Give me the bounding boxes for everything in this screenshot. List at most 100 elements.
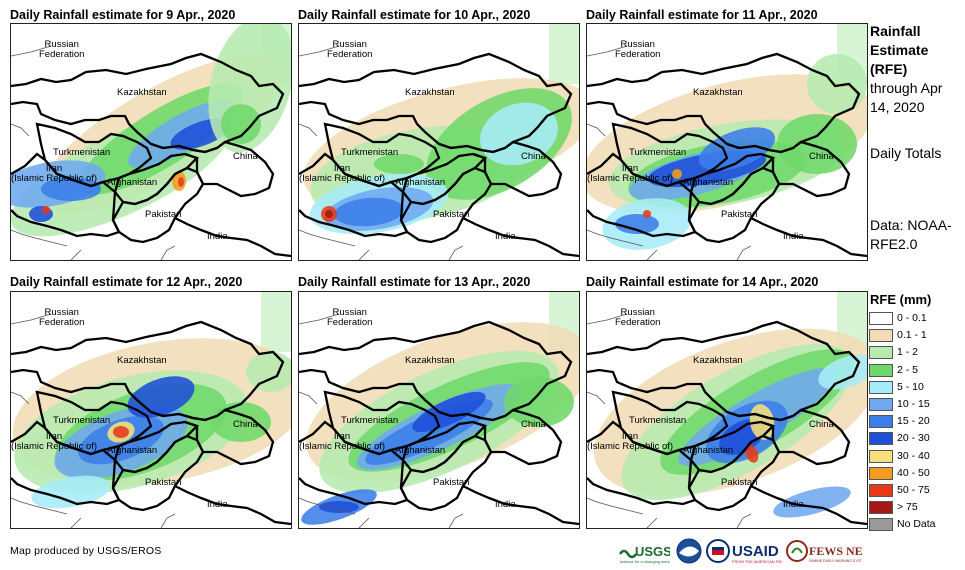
legend-label: 2 - 5: [897, 363, 919, 376]
svg-text:USAID: USAID: [732, 543, 779, 560]
country-label-afghanistan: Afghanistan: [395, 445, 446, 456]
country-label-afghanistan: Afghanistan: [107, 177, 158, 188]
rfe-title: Rainfall Estimate (RFE): [870, 23, 929, 77]
legend-heading: Rainfall Estimate (RFE) through Apr 14, …: [870, 22, 965, 117]
country-label-china: China: [809, 419, 834, 430]
country-label-china: China: [521, 151, 546, 162]
country-label-turkmenistan: Turkmenistan: [341, 415, 399, 426]
legend-swatch: [869, 501, 893, 515]
map-canvas: [587, 292, 867, 528]
legend-label: 50 - 75: [897, 484, 930, 496]
rain-field: [178, 177, 184, 187]
usaid-logo: USAID FROM THE AMERICAN PEOPLE: [732, 538, 792, 564]
legend-label: 20 - 30: [897, 432, 930, 445]
country-label-afghanistan: Afghanistan: [395, 177, 446, 188]
panel-title-1: Daily Rainfall estimate for 9 Apr., 2020: [10, 8, 236, 22]
through-date: through Apr 14, 2020: [870, 80, 943, 115]
map-canvas: [299, 292, 579, 528]
legend-item: 50 - 75: [869, 483, 965, 498]
legend-label: 10 - 15: [897, 398, 930, 410]
country-label-russia: Russian Federation: [39, 39, 85, 60]
usaid-seal: [706, 538, 730, 564]
fewsnet-logo: FEWS NET FAMINE EARLY WARNING SYSTEMS NE…: [786, 538, 889, 564]
rain-field: [319, 501, 359, 513]
legend-swatch: [869, 329, 893, 343]
legend-item: 10 - 15: [869, 397, 965, 412]
country-label-russia: Russian Federation: [615, 39, 661, 60]
country-label-russia: Russian Federation: [615, 307, 661, 328]
legend-label: 0 - 0.1: [897, 312, 927, 324]
country-label-turkmenistan: Turkmenistan: [629, 147, 687, 158]
rain-field: [818, 354, 867, 390]
svg-text:FROM THE AMERICAN PEOPLE: FROM THE AMERICAN PEOPLE: [732, 559, 782, 564]
country-label-turkmenistan: Turkmenistan: [53, 147, 111, 158]
country-label-turkmenistan: Turkmenistan: [629, 415, 687, 426]
country-label-russia: Russian Federation: [327, 39, 373, 60]
rainfall-map-1: Russian Federation Kazakhstan Turkmenistan…: [10, 23, 292, 261]
country-label-pakistan: Pakistan: [721, 477, 758, 488]
country-label-kazakhstan: Kazakhstan: [405, 87, 455, 98]
country-label-india: India: [495, 231, 516, 242]
country-label-iran: Iran (Islamic Republic of): [587, 431, 674, 452]
country-label-afghanistan: Afghanistan: [683, 177, 734, 188]
country-label-pakistan: Pakistan: [145, 477, 182, 488]
legend-item: 0 - 0.1: [869, 311, 965, 326]
country-label-kazakhstan: Kazakhstan: [693, 355, 743, 366]
svg-text:FEWS NET: FEWS NET: [809, 544, 862, 558]
rain-field: [698, 127, 776, 171]
rain-field: [41, 177, 101, 201]
map-canvas: [299, 24, 579, 260]
legend-swatch: [869, 449, 893, 463]
legend-label: > 75: [897, 501, 918, 514]
legend-swatch: [869, 432, 893, 446]
rain-field: [807, 54, 867, 114]
data-source-label: Data: NOAA-RFE2.0: [870, 217, 952, 252]
panel-title-4: Daily Rainfall estimate for 12 Apr., 202…: [10, 275, 243, 289]
country-label-pakistan: Pakistan: [433, 209, 470, 220]
country-label-russia: Russian Federation: [327, 307, 373, 328]
legend-label: 0.1 - 1: [897, 329, 927, 342]
legend-swatch: [869, 312, 893, 325]
country-label-india: India: [783, 499, 804, 510]
country-label-india: India: [783, 231, 804, 242]
country-label-kazakhstan: Kazakhstan: [693, 87, 743, 98]
rain-field: [334, 197, 404, 227]
legend-swatch: [869, 398, 893, 411]
country-label-kazakhstan: Kazakhstan: [405, 355, 455, 366]
rain-field: [412, 391, 486, 433]
rain-field: [777, 114, 857, 174]
rain-field: [113, 426, 129, 438]
legend-label: 15 - 20: [897, 415, 930, 428]
country-label-iran: Iran (Islamic Republic of): [11, 163, 98, 184]
rainfall-map-6: Russian Federation Kazakhstan Turkmenistan…: [586, 291, 868, 529]
rain-field: [745, 445, 759, 463]
legend-item: 40 - 50: [869, 466, 965, 481]
country-label-iran: Iran (Islamic Republic of): [11, 431, 98, 452]
panel-title-3: Daily Rainfall estimate for 11 Apr., 202…: [586, 8, 818, 22]
noaa-logo: [676, 538, 702, 564]
rain-field: [31, 475, 111, 509]
legend-swatch: [869, 415, 893, 429]
legend-label: 1 - 2: [897, 346, 919, 359]
legend-item: 2 - 5: [869, 363, 965, 378]
legend-title: RFE (mm): [870, 292, 932, 307]
rain-field: [374, 154, 424, 174]
legend-swatch: [869, 363, 893, 377]
rainfall-map-4: Russian Federation Kazakhstan Turkmenistan…: [10, 291, 292, 529]
rain-field: [221, 104, 261, 144]
country-label-iran: Iran (Islamic Republic of): [587, 163, 674, 184]
country-label-pakistan: Pakistan: [433, 477, 470, 488]
legend-label: 40 - 50: [897, 466, 930, 479]
legend-swatch: [869, 466, 893, 480]
credit-text: Map produced by USGS/EROS: [10, 545, 162, 557]
svg-text:science for a changing world: science for a changing world: [620, 559, 670, 564]
country-label-iran: Iran (Islamic Republic of): [299, 163, 386, 184]
legend-item: 5 - 10: [869, 380, 965, 395]
country-label-russia: Russian Federation: [39, 307, 85, 328]
svg-text:FAMINE EARLY WARNING SYSTEMS N: FAMINE EARLY WARNING SYSTEMS NETWORK: [809, 559, 862, 563]
rain-field: [615, 214, 659, 234]
legend-item: > 75: [869, 500, 965, 515]
map-canvas: [587, 24, 867, 260]
country-label-pakistan: Pakistan: [721, 209, 758, 220]
country-label-india: India: [207, 231, 228, 242]
